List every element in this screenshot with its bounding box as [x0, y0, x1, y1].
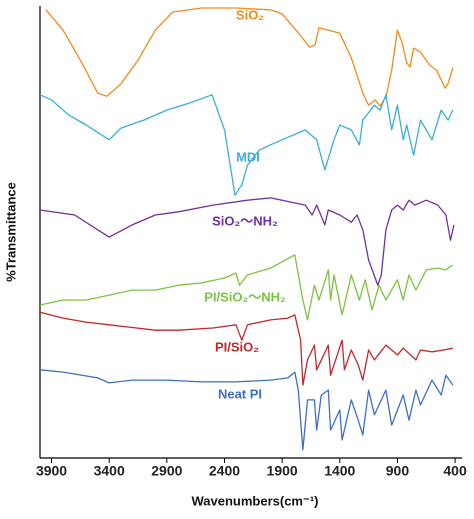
x-tick-label: 3400	[94, 463, 125, 479]
series-label: SiO₂～NH₂	[212, 213, 278, 228]
series-line	[39, 311, 453, 386]
x-tick-label: 900	[386, 463, 410, 479]
x-tick-label: 1400	[324, 463, 355, 479]
x-axis-title: Wavenumbers(cm⁻¹)	[191, 493, 318, 508]
x-tick-label: 3900	[36, 463, 67, 479]
series-label: MDI	[236, 149, 260, 164]
series-label: PI/SiO₂	[215, 339, 259, 354]
series-line	[39, 369, 454, 451]
series-line	[45, 7, 454, 107]
x-tick-label: 2400	[209, 463, 240, 479]
series-line	[39, 94, 454, 196]
series-label: Neat PI	[218, 386, 262, 401]
x-tick-label: 400	[443, 463, 467, 479]
series-label: PI/SiO₂～NH₂	[204, 289, 286, 304]
y-axis-title: %Transmittance	[3, 182, 18, 282]
series-line	[39, 197, 455, 286]
series-label: SiO₂	[236, 7, 264, 22]
series-line	[39, 254, 454, 321]
x-tick-label: 1900	[267, 463, 298, 479]
x-tick-label: 2900	[151, 463, 182, 479]
